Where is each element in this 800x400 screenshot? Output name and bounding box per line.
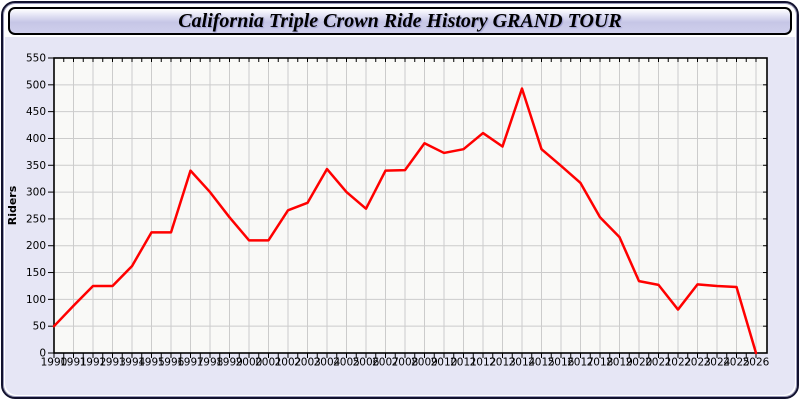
y-tick-label: 500 xyxy=(26,79,46,91)
x-axis-labels: 1990199119921993199419951996199719981999… xyxy=(41,357,770,369)
x-tick-label: 2010 xyxy=(431,357,458,369)
x-tick-label: 2024 xyxy=(704,357,731,369)
x-tick-label: 2005 xyxy=(333,357,360,369)
x-tick-label: 2026 xyxy=(743,357,770,369)
x-tick-label: 2025 xyxy=(723,357,750,369)
x-tick-label: 2002 xyxy=(275,357,302,369)
y-axis-labels: 0 50 100 150 200 250 300 350 400 450 500 550 xyxy=(26,53,46,360)
x-tick-label: 2023 xyxy=(684,357,711,369)
plot-frame xyxy=(53,57,768,354)
x-tick-label: 2015 xyxy=(528,357,555,369)
x-tick-label: 2021 xyxy=(645,357,672,369)
x-tick-label: 1995 xyxy=(138,357,165,369)
x-tick-label: 2009 xyxy=(411,357,438,369)
x-tick-label: 2013 xyxy=(489,357,516,369)
x-tick-label: 2014 xyxy=(509,357,536,369)
x-tick-label: 2000 xyxy=(236,357,263,369)
x-tick-label: 2003 xyxy=(294,357,321,369)
x-tick-label: 2004 xyxy=(314,357,341,369)
riders-line-series xyxy=(52,87,758,355)
plot-area xyxy=(54,58,767,353)
y-tick-label: 300 xyxy=(26,187,46,199)
y-tick-label: 550 xyxy=(26,53,46,65)
x-tick-label: 2019 xyxy=(606,357,633,369)
y-tick-label: 0 xyxy=(39,348,46,360)
x-tick-label: 2008 xyxy=(392,357,419,369)
y-tick-label: 50 xyxy=(33,321,46,333)
title-bar: California Triple Crown Ride History GRA… xyxy=(8,7,792,35)
x-tick-label: 1996 xyxy=(158,357,185,369)
page-title: California Triple Crown Ride History GRA… xyxy=(178,10,622,32)
x-tick-label: 2016 xyxy=(548,357,575,369)
x-tick-label: 2012 xyxy=(470,357,497,369)
x-tick-label: 2001 xyxy=(255,357,282,369)
y-tick-label: 350 xyxy=(26,160,46,172)
y-tick-label: 450 xyxy=(26,106,46,118)
x-tick-label: 2020 xyxy=(626,357,653,369)
x-tick-label: 1997 xyxy=(177,357,204,369)
x-tick-label: 2006 xyxy=(353,357,380,369)
x-tick-label: 1993 xyxy=(99,357,126,369)
y-tick-label: 400 xyxy=(26,133,46,145)
y-tick-label: 150 xyxy=(26,267,46,279)
y-tick-label: 100 xyxy=(26,294,46,306)
x-tick-label: 1990 xyxy=(41,357,68,369)
x-tick-label: 2022 xyxy=(665,357,692,369)
y-axis-title: Riders xyxy=(6,185,19,225)
x-tick-label: 1992 xyxy=(80,357,107,369)
x-tick-label: 1999 xyxy=(216,357,243,369)
x-tick-label: 2007 xyxy=(372,357,399,369)
gridlines xyxy=(54,58,767,353)
y-tick-label: 200 xyxy=(26,240,46,252)
x-tick-label: 1991 xyxy=(60,357,87,369)
x-tick-label: 1994 xyxy=(119,357,146,369)
x-tick-label: 2017 xyxy=(567,357,594,369)
x-axis-ticks xyxy=(53,58,757,358)
y-tick-label: 250 xyxy=(26,213,46,225)
x-tick-label: 1998 xyxy=(197,357,224,369)
y-axis-ticks xyxy=(48,57,767,354)
x-tick-label: 2011 xyxy=(450,357,477,369)
x-tick-label: 2018 xyxy=(587,357,614,369)
